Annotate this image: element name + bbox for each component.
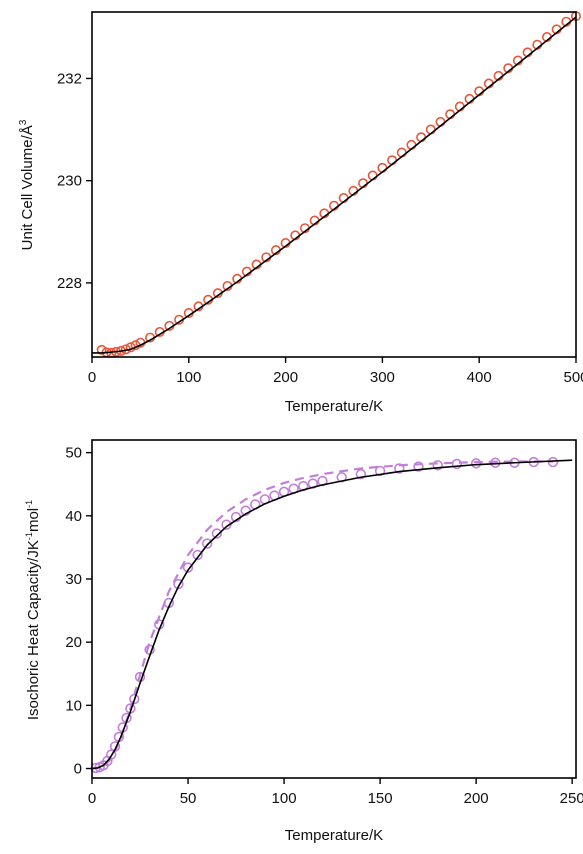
volume-y-tick-label: 232	[57, 70, 82, 87]
volume-data-point	[435, 116, 446, 127]
heat-capacity-data-point	[182, 562, 194, 573]
heat-capacity-y-tick-label: 0	[74, 761, 82, 778]
volume-fit-line	[92, 16, 577, 354]
heat-capacity-data-point	[374, 465, 386, 477]
heat-capacity-y-axis-title-sup2: -1	[24, 500, 34, 508]
heat-capacity-x-tick-label: 250	[560, 790, 583, 807]
volume-y-tick-label: 230	[57, 173, 82, 190]
volume-x-tick-label: 400	[467, 369, 492, 386]
volume-plot-area	[92, 11, 581, 358]
volume-x-tick-label: 0	[88, 369, 96, 386]
volume-plot-frame	[91, 11, 577, 358]
volume-data-point	[387, 155, 398, 166]
heat-capacity-data-point	[192, 549, 203, 561]
heat-capacity-chart: 0 50 100 150 200 250 0 10 20 30 40 50 Temperature/K…	[24, 439, 583, 844]
heat-capacity-x-tick-label: 0	[88, 790, 96, 807]
heat-capacity-data-point	[547, 456, 559, 468]
heat-capacity-y-axis-title: Isochoric Heat Capacity/JK-1mol-1	[24, 500, 42, 720]
heat-capacity-y-axis-title-mol: mol	[25, 508, 42, 532]
heat-capacity-fit-line	[91, 459, 573, 770]
heat-capacity-y-tick-label: 50	[65, 445, 82, 462]
volume-y-tick-label: 228	[57, 275, 82, 292]
heat-capacity-data-point	[432, 460, 443, 471]
heat-capacity-data-point	[355, 468, 367, 480]
heat-capacity-plot-area	[90, 456, 573, 774]
volume-data-point	[96, 344, 107, 355]
volume-x-tick-label: 200	[273, 369, 298, 386]
volume-x-axis-title: Temperature/K	[285, 398, 383, 415]
volume-data-points	[96, 11, 581, 358]
volume-x-tick-label: 500	[563, 369, 583, 386]
volume-data-point	[377, 162, 388, 173]
volume-data-point	[416, 132, 427, 143]
heat-capacity-x-tick-label: 200	[464, 790, 489, 807]
heat-capacity-data-points	[90, 456, 559, 774]
heat-capacity-data-point	[413, 461, 424, 472]
volume-data-point	[406, 139, 417, 150]
heat-capacity-dashed-model-line	[91, 460, 553, 770]
heat-capacity-x-tick-label: 50	[180, 790, 197, 807]
heat-capacity-y-tick-label: 30	[65, 571, 82, 588]
heat-capacity-data-point	[211, 528, 223, 539]
heat-capacity-data-point	[451, 458, 463, 470]
heat-capacity-data-point	[394, 463, 405, 474]
heat-capacity-data-point	[202, 538, 213, 549]
heat-capacity-y-tick-label: 10	[65, 697, 82, 714]
heat-capacity-y-tick-label: 20	[65, 634, 82, 651]
heat-capacity-y-tick-label: 40	[65, 508, 82, 525]
heat-capacity-y-axis-title-sup1: -1	[24, 532, 34, 540]
heat-capacity-data-point	[470, 458, 482, 469]
volume-x-tick-label: 300	[370, 369, 395, 386]
heat-capacity-data-point	[173, 578, 184, 590]
heat-capacity-axis-ticks: 0 50 100 150 200 250 0 10 20 30 40 50	[65, 445, 583, 807]
volume-y-axis-title: Unit Cell Volume/Å3	[18, 119, 36, 250]
heat-capacity-x-tick-label: 150	[368, 790, 393, 807]
heat-capacity-x-axis-title: Temperature/K	[285, 827, 383, 844]
volume-data-point	[396, 147, 407, 158]
volume-chart: 0100200300400500228230232 Temperature/K …	[18, 11, 583, 415]
volume-data-point	[425, 124, 436, 135]
volume-y-axis-title-main: Unit Cell Volume/Å	[19, 125, 36, 250]
volume-axis-ticks: 0 100 200 300 400 500 228 230 232	[57, 70, 583, 386]
heat-capacity-y-axis-title-main: Isochoric Heat Capacity/JK	[25, 540, 42, 720]
heat-capacity-data-point	[221, 519, 232, 530]
heat-capacity-plot-frame	[91, 439, 577, 779]
volume-y-axis-title-sup: 3	[18, 119, 29, 125]
heat-capacity-x-tick-label: 100	[272, 790, 297, 807]
volume-x-tick-label: 100	[176, 369, 201, 386]
